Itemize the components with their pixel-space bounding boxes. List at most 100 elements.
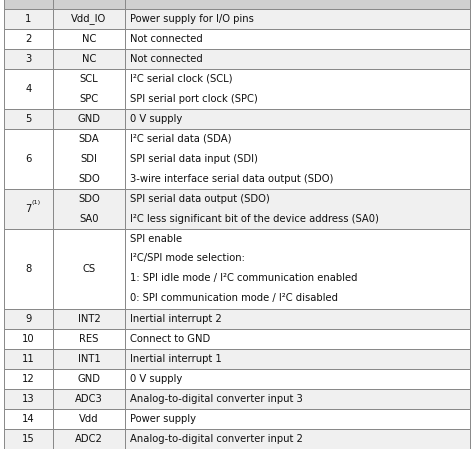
Bar — [4, 308, 53, 329]
Text: 0 V supply: 0 V supply — [130, 114, 182, 123]
Bar — [53, 428, 125, 449]
Bar — [125, 409, 470, 428]
Text: ADC2: ADC2 — [75, 433, 103, 444]
Bar — [4, 109, 53, 128]
Bar — [4, 229, 53, 308]
Bar — [53, 28, 125, 48]
Text: Connect to GND: Connect to GND — [130, 334, 210, 343]
Text: 12: 12 — [22, 374, 35, 383]
Text: Analog-to-digital converter input 3: Analog-to-digital converter input 3 — [130, 393, 303, 404]
Text: 1: SPI idle mode / I²C communication enabled: 1: SPI idle mode / I²C communication ena… — [130, 273, 358, 283]
Bar — [4, 9, 53, 28]
Text: SPI serial data input (SDI): SPI serial data input (SDI) — [130, 154, 258, 163]
Text: 7: 7 — [25, 203, 32, 214]
Text: Vdd: Vdd — [79, 414, 99, 423]
Text: I²C less significant bit of the device address (SA0): I²C less significant bit of the device a… — [130, 214, 379, 224]
Bar — [4, 28, 53, 48]
Text: SDI: SDI — [81, 154, 98, 163]
Text: SPC: SPC — [80, 93, 99, 104]
Text: 3: 3 — [25, 53, 32, 63]
Text: 13: 13 — [22, 393, 35, 404]
Bar — [125, 189, 470, 229]
Bar — [125, 369, 470, 388]
Text: (1): (1) — [31, 200, 40, 205]
Text: INT1: INT1 — [78, 353, 100, 364]
Text: Inertial interrupt 2: Inertial interrupt 2 — [130, 313, 222, 323]
Bar — [125, 308, 470, 329]
Bar — [4, 348, 53, 369]
Text: SDO: SDO — [78, 194, 100, 203]
Bar — [4, 128, 53, 189]
Bar — [4, 48, 53, 69]
Bar — [4, 69, 53, 109]
Text: 0: SPI communication mode / I²C disabled: 0: SPI communication mode / I²C disabled — [130, 294, 338, 304]
Bar — [53, 128, 125, 189]
Text: 0 V supply: 0 V supply — [130, 374, 182, 383]
Text: Not connected: Not connected — [130, 53, 203, 63]
Bar — [125, 28, 470, 48]
Text: Not connected: Not connected — [130, 34, 203, 44]
Bar — [125, 0, 470, 9]
Text: NC: NC — [82, 53, 96, 63]
Text: 1: 1 — [25, 13, 32, 23]
Bar — [125, 9, 470, 28]
Text: SPI serial port clock (SPC): SPI serial port clock (SPC) — [130, 93, 258, 104]
Text: I²C serial clock (SCL): I²C serial clock (SCL) — [130, 74, 233, 84]
Bar — [4, 0, 53, 9]
Bar — [125, 428, 470, 449]
Text: 5: 5 — [25, 114, 32, 123]
Text: 6: 6 — [25, 154, 32, 163]
Bar — [53, 388, 125, 409]
Bar — [53, 109, 125, 128]
Text: Power supply: Power supply — [130, 414, 196, 423]
Text: SPI enable: SPI enable — [130, 233, 182, 243]
Bar — [125, 128, 470, 189]
Bar — [4, 369, 53, 388]
Bar — [4, 409, 53, 428]
Text: 3-wire interface serial data output (SDO): 3-wire interface serial data output (SDO… — [130, 173, 334, 184]
Bar — [53, 48, 125, 69]
Text: RES: RES — [79, 334, 99, 343]
Bar — [53, 348, 125, 369]
Bar — [53, 329, 125, 348]
Bar — [125, 329, 470, 348]
Text: Inertial interrupt 1: Inertial interrupt 1 — [130, 353, 222, 364]
Text: 10: 10 — [22, 334, 35, 343]
Bar — [53, 409, 125, 428]
Text: Analog-to-digital converter input 2: Analog-to-digital converter input 2 — [130, 433, 303, 444]
Bar — [53, 9, 125, 28]
Bar — [125, 348, 470, 369]
Text: SDO: SDO — [78, 173, 100, 184]
Text: Vdd_IO: Vdd_IO — [72, 13, 107, 24]
Text: I²C serial data (SDA): I²C serial data (SDA) — [130, 133, 232, 144]
Text: SCL: SCL — [80, 74, 99, 84]
Bar — [53, 369, 125, 388]
Bar — [4, 388, 53, 409]
Text: GND: GND — [78, 374, 100, 383]
Text: INT2: INT2 — [78, 313, 100, 323]
Bar — [53, 308, 125, 329]
Text: 15: 15 — [22, 433, 35, 444]
Bar — [125, 229, 470, 308]
Text: 9: 9 — [25, 313, 32, 323]
Text: 4: 4 — [25, 84, 32, 93]
Bar — [125, 69, 470, 109]
Text: I²C/SPI mode selection:: I²C/SPI mode selection: — [130, 254, 245, 264]
Bar — [4, 329, 53, 348]
Text: NC: NC — [82, 34, 96, 44]
Text: GND: GND — [78, 114, 100, 123]
Text: CS: CS — [82, 264, 96, 273]
Bar — [53, 189, 125, 229]
Bar — [53, 69, 125, 109]
Text: 14: 14 — [22, 414, 35, 423]
Bar — [125, 48, 470, 69]
Bar — [53, 229, 125, 308]
Text: SPI serial data output (SDO): SPI serial data output (SDO) — [130, 194, 270, 203]
Bar — [4, 189, 53, 229]
Bar — [53, 0, 125, 9]
Text: Power supply for I/O pins: Power supply for I/O pins — [130, 13, 254, 23]
Text: 11: 11 — [22, 353, 35, 364]
Text: SDA: SDA — [79, 133, 100, 144]
Text: 8: 8 — [25, 264, 32, 273]
Bar — [125, 109, 470, 128]
